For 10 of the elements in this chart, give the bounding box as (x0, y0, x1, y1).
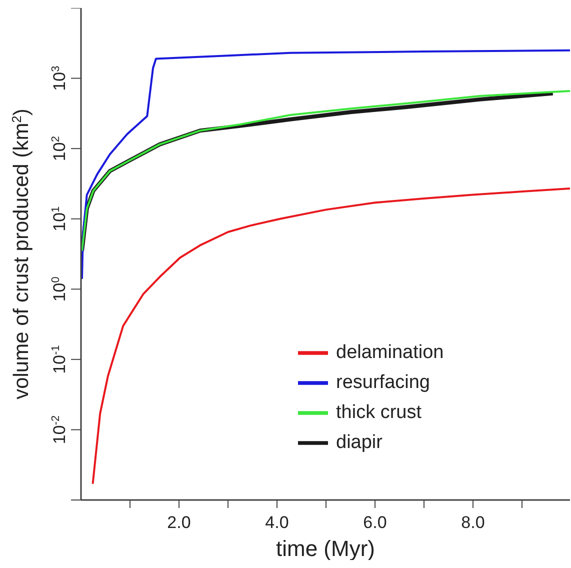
legend-label: thick crust (336, 402, 422, 424)
line-series (92, 188, 570, 485)
x-tick-label: 2.0 (167, 513, 191, 532)
x-tick-label: 8.0 (461, 513, 485, 532)
line-series (81, 49, 570, 280)
legend-label: resurfacing (336, 372, 430, 394)
legend-label: diapir (336, 432, 382, 454)
legend-label: delamination (336, 342, 444, 364)
x-tick-label: 4.0 (265, 513, 289, 532)
x-tick-label: 6.0 (363, 513, 387, 532)
